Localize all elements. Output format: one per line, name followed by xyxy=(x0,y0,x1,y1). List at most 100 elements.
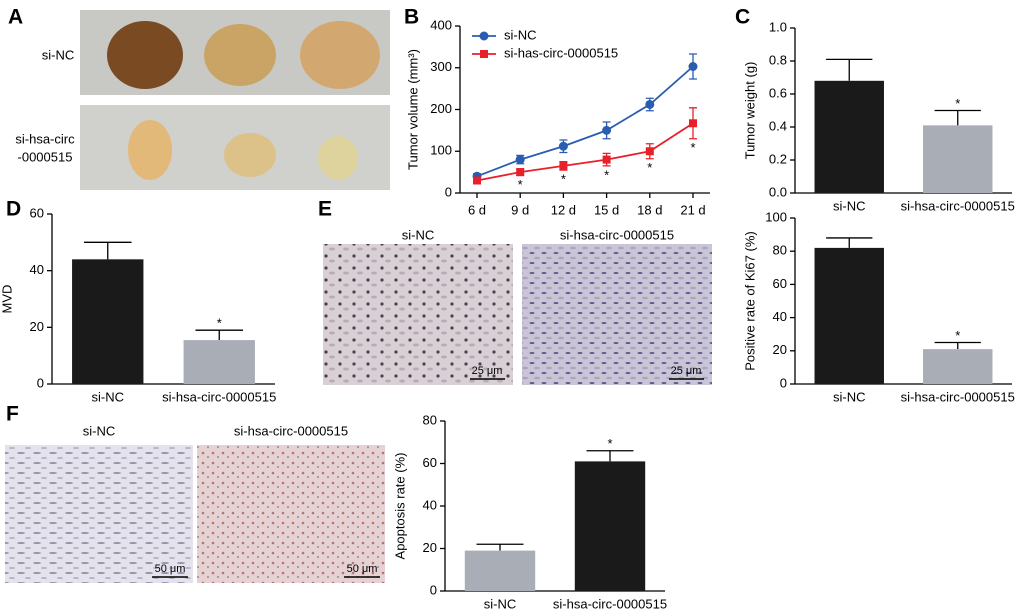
bar xyxy=(183,340,255,384)
y-tick-label: 200 xyxy=(430,101,452,116)
marker xyxy=(602,125,612,135)
error-bar xyxy=(83,241,132,260)
error-bar xyxy=(586,450,634,462)
y-tick-label: 0.2 xyxy=(769,151,787,166)
significance: * xyxy=(518,177,523,192)
scale-label: 25 μm xyxy=(472,365,503,377)
y-tick-label: 0.6 xyxy=(769,85,787,100)
y-axis-label: Tumor weight (g) xyxy=(742,62,757,160)
x-tick-label: 15 d xyxy=(594,202,619,217)
y-tick-label: 100 xyxy=(430,143,452,158)
marker xyxy=(516,168,525,177)
x-tick-label: si-NC xyxy=(484,596,517,611)
bar xyxy=(72,259,144,384)
micrograph xyxy=(323,244,513,385)
series-line xyxy=(476,65,694,178)
y-tick-label: 0.4 xyxy=(769,118,787,133)
x-tick-label: si-hsa-circ-0000515 xyxy=(901,389,1015,404)
marker xyxy=(515,155,525,165)
x-tick-label: 12 d xyxy=(551,202,576,217)
tumor xyxy=(318,136,358,180)
bar xyxy=(814,247,884,384)
row-label: si-NC xyxy=(42,47,75,62)
significance: * xyxy=(647,160,652,175)
marker xyxy=(559,161,568,170)
y-tick-label: 40 xyxy=(423,497,437,512)
scale-label: 50 μm xyxy=(347,563,378,575)
bar xyxy=(923,349,993,384)
micrograph xyxy=(197,445,385,583)
panel-letter: F xyxy=(6,403,19,426)
tumor xyxy=(224,133,276,177)
marker xyxy=(558,141,568,151)
panel-letter: E xyxy=(318,198,332,221)
y-axis-label: MVD xyxy=(0,285,14,314)
y-tick-label: 0 xyxy=(430,582,437,597)
marker xyxy=(602,155,611,164)
scale-label: 25 μm xyxy=(671,365,702,377)
micrograph xyxy=(5,445,193,583)
x-tick-label: 21 d xyxy=(680,202,705,217)
y-tick-label: 40 xyxy=(30,262,44,277)
panel-letter: B xyxy=(404,6,419,29)
y-tick-label: 80 xyxy=(423,412,437,427)
significance: * xyxy=(690,140,695,155)
y-tick-label: 0.8 xyxy=(769,52,787,67)
y-tick-label: 1.0 xyxy=(769,19,787,34)
panel-letter: D xyxy=(6,198,21,221)
legend-label: si-NC xyxy=(504,27,537,42)
error-bar xyxy=(476,543,524,551)
image-caption: si-NC xyxy=(83,423,116,438)
x-tick-label: 9 d xyxy=(511,202,529,217)
y-tick-label: 100 xyxy=(765,209,787,224)
x-tick-label: si-NC xyxy=(833,389,866,404)
marker xyxy=(473,176,481,185)
error-bar xyxy=(934,341,981,350)
significance: * xyxy=(604,167,609,182)
significance: * xyxy=(955,328,960,343)
marker xyxy=(645,147,654,156)
scale-label: 50 μm xyxy=(155,563,186,575)
y-tick-label: 400 xyxy=(430,17,452,32)
panel-letter: A xyxy=(8,6,23,29)
row-label: -0000515 xyxy=(18,149,73,164)
y-tick-label: 60 xyxy=(773,276,787,291)
error-bar xyxy=(826,58,873,81)
marker xyxy=(688,61,698,71)
image-caption: si-hsa-circ-0000515 xyxy=(234,423,348,438)
y-tick-label: 20 xyxy=(773,342,787,357)
tumor xyxy=(300,21,380,89)
row-label: si-hsa-circ xyxy=(15,131,75,146)
panel-letter: C xyxy=(735,6,750,29)
y-tick-label: 300 xyxy=(430,59,452,74)
y-tick-label: 0 xyxy=(780,375,787,390)
error-bar xyxy=(826,237,873,248)
bar xyxy=(574,461,646,591)
significance: * xyxy=(955,96,960,111)
significance: * xyxy=(217,316,222,331)
marker xyxy=(689,119,697,128)
micrograph xyxy=(522,244,712,385)
legend-marker xyxy=(479,31,489,41)
error-bar xyxy=(195,329,244,341)
y-tick-label: 0 xyxy=(445,184,452,199)
y-tick-label: 60 xyxy=(30,205,44,220)
x-tick-label: si-NC xyxy=(833,198,866,213)
x-tick-label: 6 d xyxy=(468,202,486,217)
x-tick-label: si-hsa-circ-0000515 xyxy=(162,389,276,404)
x-tick-label: si-hsa-circ-0000515 xyxy=(901,198,1015,213)
tumor xyxy=(107,21,183,89)
y-tick-label: 20 xyxy=(30,319,44,334)
x-tick-label: si-hsa-circ-0000515 xyxy=(553,596,667,611)
bar xyxy=(464,550,536,591)
error-bar xyxy=(934,109,981,126)
marker xyxy=(645,99,655,109)
x-tick-label: 18 d xyxy=(637,202,662,217)
image-caption: si-NC xyxy=(402,227,435,242)
y-tick-label: 0.0 xyxy=(769,184,787,199)
y-axis-label: Tumor volume (mm³) xyxy=(405,49,420,170)
y-tick-label: 60 xyxy=(423,455,437,470)
bar xyxy=(923,125,993,193)
bar xyxy=(814,80,884,193)
